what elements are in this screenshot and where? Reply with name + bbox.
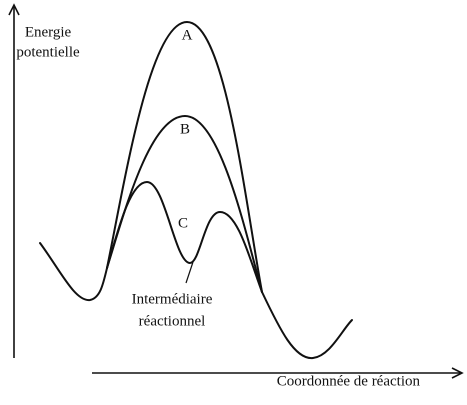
curve-label: B xyxy=(180,121,190,137)
annotation: Intermédiaire xyxy=(132,291,213,307)
y-axis-label: potentielle xyxy=(16,44,80,60)
x-axis-label: Coordonnée de réaction xyxy=(277,373,421,389)
product-curve xyxy=(261,291,353,360)
curve-c xyxy=(106,181,263,293)
curve-a xyxy=(106,21,263,293)
annotation: réactionnel xyxy=(139,313,206,329)
curve-b xyxy=(106,115,263,293)
reactant-curve xyxy=(39,242,108,302)
curve-label: C xyxy=(178,215,188,231)
y-axis-arrow xyxy=(8,3,20,16)
x-axis-arrow xyxy=(451,367,464,379)
annotation-leader xyxy=(185,261,194,284)
y-axis-label: Energie xyxy=(25,24,72,40)
curve-label: A xyxy=(182,27,193,43)
